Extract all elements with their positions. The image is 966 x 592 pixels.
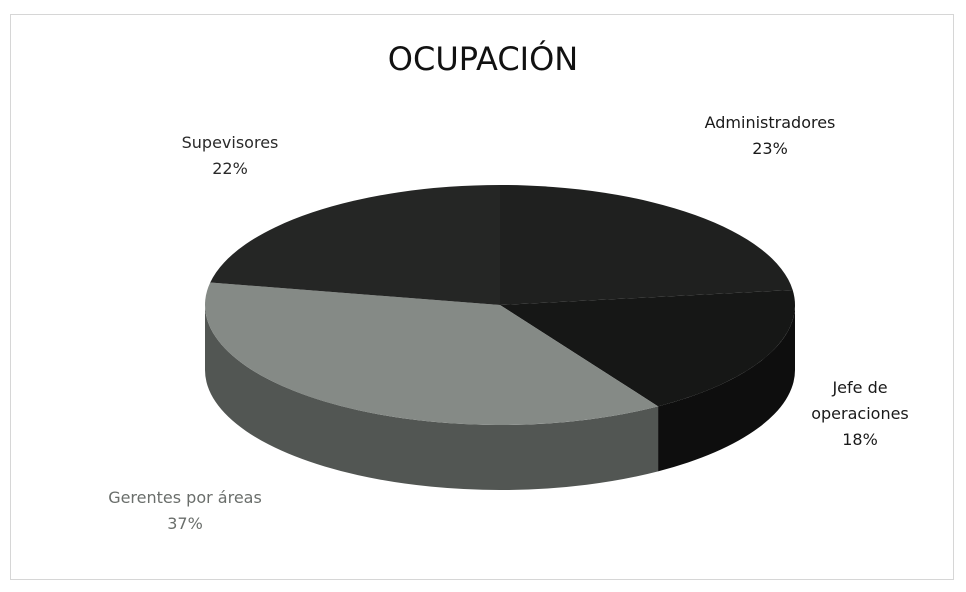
data-label: Administradores 23% [660, 110, 880, 162]
chart-title: OCUPACIÓN [387, 40, 579, 78]
pie-slice [500, 185, 793, 305]
pie-slice [205, 282, 659, 425]
pie-slice-side [205, 305, 659, 490]
value-label: 22% [212, 159, 248, 178]
value-label: 37% [167, 514, 203, 533]
pie-slice [500, 289, 795, 407]
value-label: 23% [752, 139, 788, 158]
category-label: Jefe de operaciones [811, 378, 909, 423]
category-label: Supevisores [181, 133, 279, 152]
value-label: 18% [842, 430, 878, 449]
data-label: Jefe de operaciones 18% [790, 375, 930, 453]
chart-frame [10, 14, 954, 580]
pie-slice-side [658, 305, 795, 472]
category-label: Gerentes por áreas [108, 488, 262, 507]
pie-slice [210, 185, 500, 305]
data-label: Supevisores 22% [150, 130, 310, 182]
category-label: Administradores [704, 113, 836, 132]
data-label: Gerentes por áreas 37% [105, 485, 265, 537]
